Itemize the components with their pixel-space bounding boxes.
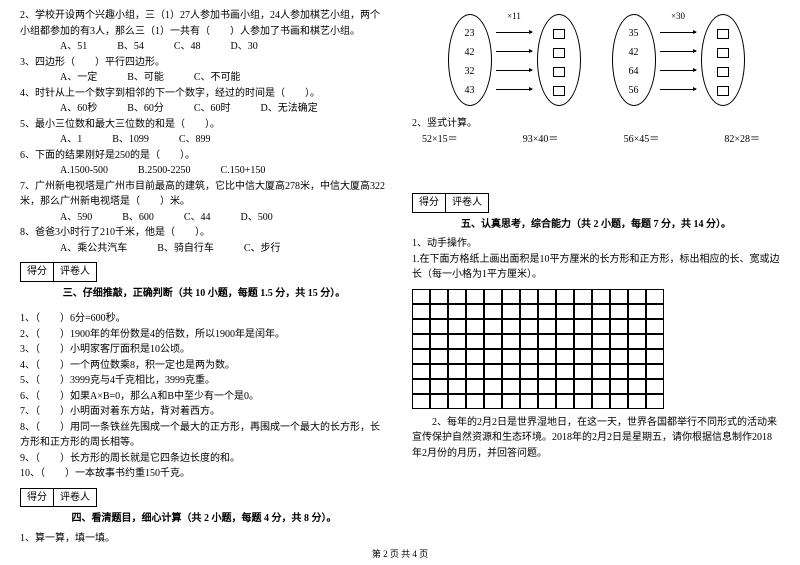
judge-7: 7、（ ）小明面对着东方站，背对着西方。: [20, 404, 388, 420]
judge-3: 3、（ ）小明家客厅面积是10公顷。: [20, 342, 388, 358]
calc-q2: 2、竖式计算。: [412, 116, 780, 132]
judge-9: 9、（ ）长方形的周长就是它四条边长度的和。: [20, 451, 388, 467]
q2: 2、学校开设两个兴趣小组，三（1）27人参加书画小组，24人参加棋艺小组，两个小…: [20, 8, 388, 39]
oval-right-1: [537, 14, 581, 106]
arrow-label-1: ×11: [494, 10, 534, 24]
calc-1: 52×15＝: [422, 132, 458, 148]
mapping-diagrams: 23423243 ×11 35426456: [412, 14, 780, 106]
q5-options: A、1 B、1099 C、899: [20, 132, 388, 148]
grader-label: 评卷人: [54, 263, 96, 281]
task-1: 1、动手操作。: [412, 236, 780, 252]
q8: 8、爸爸3小时行了210千米，他是（ ）。: [20, 225, 388, 241]
q4: 4、时针从上一个数字到相邻的下一个数字，经过的时间是（ ）。: [20, 86, 388, 102]
q6-options: A.1500-500 B.2500-2250 C.150+150: [20, 163, 388, 179]
answer-grid: [412, 289, 780, 409]
q3-options: A、一定 B、可能 C、不可能: [20, 70, 388, 86]
page-footer: 第 2 页 共 4 页: [0, 545, 800, 560]
q3: 3、四边形（ ）平行四边形。: [20, 55, 388, 71]
task-2: 2、每年的2月2日是世界湿地日，在这一天，世界各国都举行不同形式的活动来宣传保护…: [412, 415, 780, 462]
oval-left-2: 35426456: [612, 14, 656, 106]
q7-options: A、590 B、600 C、44 D、500: [20, 210, 388, 226]
oval-right-2: [701, 14, 745, 106]
calc-problems: 52×15＝ 93×40＝ 56×45＝ 82×28＝: [412, 132, 780, 148]
q8-options: A、乘公共汽车 B、骑自行车 C、步行: [20, 241, 388, 257]
q7: 7、广州新电视塔是广州市目前最高的建筑，它比中信大厦高278米，中信大厦高322…: [20, 179, 388, 210]
judge-5: 5、（ ）3999克与4千克相比，3999克重。: [20, 373, 388, 389]
judge-6: 6、（ ）如果A×B=0，那么A和B中至少有一个是0。: [20, 389, 388, 405]
judge-8: 8、（ ）用同一条铁丝先围成一个最大的正方形，再围成一个最大的长方形，长方形和正…: [20, 420, 388, 451]
grader-label: 评卷人: [54, 489, 96, 507]
calc-3: 56×45＝: [624, 132, 660, 148]
calc-4: 82×28＝: [724, 132, 760, 148]
score-label: 得分: [21, 489, 54, 507]
judge-1: 1、（ ）6分=600秒。: [20, 311, 388, 327]
score-box-sec5: 得分 评卷人: [412, 193, 489, 213]
right-column: 23423243 ×11 35426456: [412, 8, 780, 541]
left-column: 2、学校开设两个兴趣小组，三（1）27人参加书画小组，24人参加棋艺小组，两个小…: [20, 8, 388, 541]
calc-q1: 1、算一算，填一填。: [20, 531, 388, 547]
arrow-set-1: ×11: [494, 14, 534, 106]
q6: 6、下面的结果刚好是250的是（ ）。: [20, 148, 388, 164]
judge-4: 4、（ ）一个两位数乘8，积一定也是两为数。: [20, 358, 388, 374]
score-label: 得分: [413, 194, 446, 212]
arrow-set-2: ×30: [658, 14, 698, 106]
judge-10: 10、（ ）一本故事书约重150千克。: [20, 466, 388, 482]
grader-label: 评卷人: [446, 194, 488, 212]
score-box-sec3: 得分 评卷人: [20, 262, 97, 282]
judge-2: 2、（ ）1900年的年份数是4的倍数，所以1900年是闰年。: [20, 327, 388, 343]
task-1a: 1.在下面方格纸上画出面积是10平方厘米的长方形和正方形，标出相应的长、宽或边长…: [412, 252, 780, 283]
q5: 5、最小三位数和最大三位数的和是（ ）。: [20, 117, 388, 133]
q4-options: A、60秒 B、60分 C、60时 D、无法确定: [20, 101, 388, 117]
score-label: 得分: [21, 263, 54, 281]
q2-options: A、51 B、54 C、48 D、30: [20, 39, 388, 55]
calc-2: 93×40＝: [523, 132, 559, 148]
section4-title: 四、看清题目，细心计算（共 2 小题，每题 4 分，共 8 分）。: [20, 511, 388, 527]
section5-title: 五、认真思考，综合能力（共 2 小题，每题 7 分，共 14 分）。: [412, 217, 780, 233]
score-box-sec4: 得分 评卷人: [20, 488, 97, 508]
arrow-label-2: ×30: [658, 10, 698, 24]
section3-title: 三、仔细推敲，正确判断（共 10 小题，每题 1.5 分，共 15 分）。: [20, 286, 388, 302]
oval-left-1: 23423243: [448, 14, 492, 106]
